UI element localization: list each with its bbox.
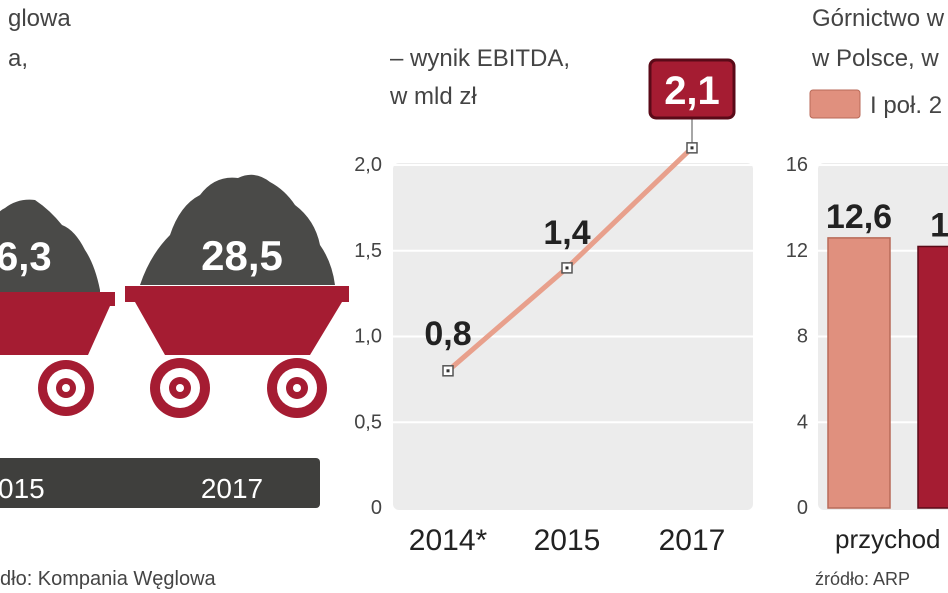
left-title-line1: glowa	[8, 5, 71, 32]
line-x-tick-label: 2015	[534, 524, 601, 557]
bar-y-tick-label: 4	[797, 411, 808, 433]
line-chart-grid	[393, 164, 753, 424]
bar-chart-y-axis: 0 4 8 12 16	[786, 154, 808, 519]
wagon-rim-2	[125, 286, 349, 302]
wagon-value-2: 28,5	[201, 232, 283, 279]
line-data-label: 0,8	[424, 315, 471, 353]
line-data-label-highlight: 2,1	[664, 69, 720, 113]
year-bar	[0, 458, 320, 508]
legend-label: I poł. 2	[870, 92, 942, 119]
bar-y-tick-label: 8	[797, 326, 808, 348]
bar-category-label: przychod	[835, 524, 941, 554]
line-chart-points	[442, 142, 698, 377]
wagon-body-1	[0, 306, 110, 355]
bar-data-label: 12,6	[826, 198, 892, 236]
bar-y-tick-label: 16	[786, 154, 808, 176]
line-x-tick-label: 2017	[659, 524, 726, 557]
coal-wagon-2	[125, 174, 349, 418]
line-y-tick-label: 1,5	[354, 240, 382, 262]
bar-chart-bars	[827, 237, 948, 509]
legend-swatch	[809, 89, 861, 119]
callout-box	[648, 58, 736, 120]
line-x-tick-label: 2014*	[409, 524, 488, 557]
right-title-line2: w Polsce, w	[811, 45, 939, 72]
line-data-label: 1,4	[543, 214, 590, 252]
coal-wagon-1	[0, 199, 115, 416]
right-title-line1: Górnictwo w	[812, 5, 945, 32]
bar-y-tick-label: 0	[797, 497, 808, 519]
ebitda-subtitle-line2: w mld zł	[389, 83, 477, 110]
wagon-value-1: 6,3	[0, 235, 52, 279]
line-y-tick-label: 0	[371, 497, 382, 519]
line-y-tick-label: 0,5	[354, 411, 382, 433]
coal-pile-2	[140, 174, 335, 285]
coal-pile-1	[0, 199, 100, 300]
bar-chart-data-labels: 12,6 12	[826, 198, 948, 245]
line-y-tick-label: 2,0	[354, 154, 382, 176]
wagon-body-2	[135, 302, 342, 355]
left-title-line2: a,	[8, 45, 28, 72]
year-label-1: 015	[0, 473, 45, 504]
line-y-tick-label: 1,0	[354, 326, 382, 348]
bar-data-label: 12	[930, 206, 948, 244]
wagon-rim-1	[0, 292, 115, 306]
bar-y-tick-label: 12	[786, 240, 808, 262]
bar-mark	[827, 237, 891, 509]
right-source: źródło: ARP	[815, 569, 910, 589]
ebitda-subtitle-line1: – wynik EBITDA,	[390, 45, 570, 72]
line-chart-x-axis: 2014* 2015 2017	[409, 524, 726, 557]
year-label-2: 2017	[201, 473, 263, 504]
left-source: dło: Kompania Węglowa	[0, 568, 217, 590]
line-chart-y-axis: 0 0,5 1,0 1,5 2,0	[354, 154, 382, 519]
bar-mark	[917, 245, 948, 509]
line-chart-data-labels: 0,8 1,4 2,1	[424, 69, 719, 353]
